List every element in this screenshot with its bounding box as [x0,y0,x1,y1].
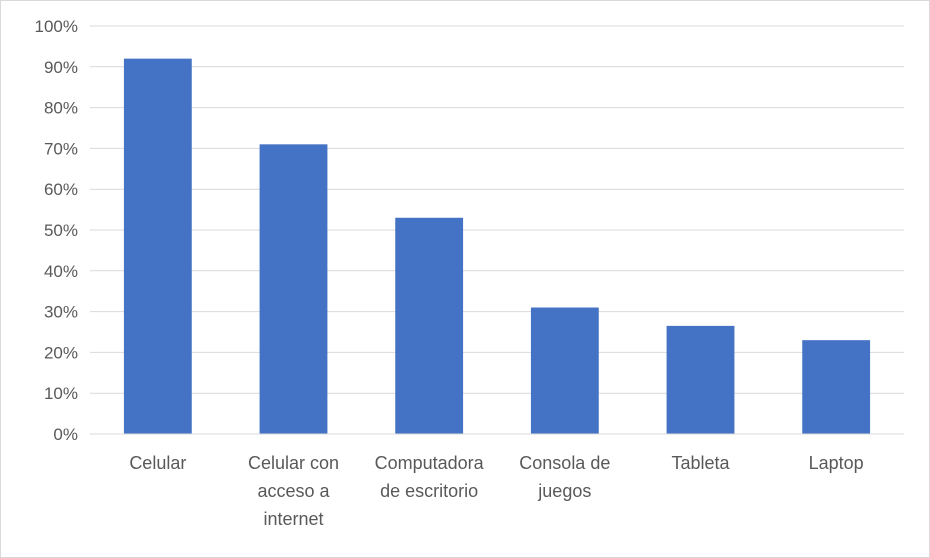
y-tick-label: 40% [44,262,78,281]
bar [395,217,464,434]
x-category-label: Tableta [671,453,730,473]
bar [666,325,735,434]
y-tick-label: 20% [44,343,78,362]
x-category-label-line: de escritorio [380,481,478,501]
gridlines [90,25,904,394]
bar [530,307,599,434]
x-category-label: Computadora de escritorio [375,453,485,501]
bar [802,340,871,434]
y-axis-tick-labels: 0% 10% 20% 30% 40% 50% 60% 70% 80% 90% 100% [35,17,78,444]
y-tick-label: 0% [53,425,78,444]
y-tick-label: 50% [44,221,78,240]
x-category-label-line: internet [263,509,323,529]
y-tick-label: 60% [44,180,78,199]
x-category-label-line: Tableta [671,453,730,473]
x-category-label-line: Consola de [519,453,610,473]
x-axis-category-labels: Celular Celular con acceso a internet Comput… [129,453,863,529]
x-category-label-line: Celular [129,453,186,473]
bar [259,144,328,434]
x-category-label: Laptop [809,453,864,473]
y-tick-label: 10% [44,384,78,403]
x-category-label-line: Laptop [809,453,864,473]
x-category-label-line: juegos [537,481,591,501]
bar [123,58,192,434]
x-category-label: Celular con acceso a internet [248,453,339,529]
y-tick-label: 70% [44,139,78,158]
x-category-label: Celular [129,453,186,473]
x-category-label: Consola de juegos [519,453,610,501]
y-tick-label: 80% [44,99,78,118]
y-tick-label: 30% [44,303,78,322]
bars [123,58,871,434]
x-category-label-line: acceso a [257,481,330,501]
y-tick-label: 100% [35,17,78,36]
y-tick-label: 90% [44,58,78,77]
x-category-label-line: Computadora [375,453,485,473]
x-category-label-line: Celular con [248,453,339,473]
